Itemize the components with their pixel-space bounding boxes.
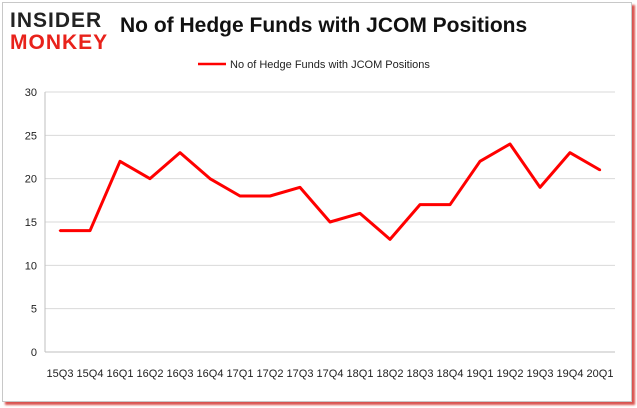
data-point [268, 194, 272, 198]
data-point [298, 186, 302, 189]
y-tick-labels: 0 5 10 15 20 25 30 [25, 87, 37, 359]
data-point [238, 194, 242, 198]
series-line [60, 142, 601, 241]
data-point [538, 186, 542, 189]
data-point [58, 229, 62, 232]
x-tick-labels: 15Q3 15Q4 16Q1 16Q2 16Q3 16Q4 17Q1 17Q2 17Q3 17Q4… [47, 368, 614, 380]
axes [44, 92, 615, 353]
x-tick-label: 19Q2 [497, 368, 524, 380]
x-tick-label: 17Q4 [317, 368, 344, 380]
data-point [328, 220, 332, 224]
x-tick-label: 17Q1 [227, 368, 254, 380]
gridlines [45, 91, 615, 310]
y-tick-label: 25 [25, 130, 37, 142]
y-tick-label: 30 [25, 87, 37, 99]
y-tick-label: 20 [25, 174, 37, 186]
x-tick-label: 18Q4 [437, 368, 464, 380]
x-tick-label: 18Q1 [347, 368, 374, 380]
x-tick-label: 15Q3 [47, 368, 74, 380]
series-layer [58, 142, 602, 241]
x-tick-label: 19Q4 [557, 368, 584, 380]
insider-monkey-logo: INSIDER MONKEY [10, 8, 110, 54]
y-tick-label: 10 [25, 260, 37, 272]
chart-title: No of Hedge Funds with JCOM Positions [120, 14, 528, 37]
x-tick-label: 18Q3 [407, 368, 434, 380]
data-point [178, 151, 182, 154]
x-tick-label: 16Q2 [137, 368, 164, 380]
legend-label: No of Hedge Funds with JCOM Positions [230, 59, 430, 71]
legend: No of Hedge Funds with JCOM Positions [198, 59, 430, 71]
data-point [148, 177, 152, 180]
data-point [598, 168, 602, 172]
x-tick-label: 17Q3 [287, 368, 314, 380]
y-tick-label: 0 [31, 347, 37, 359]
x-tick-label: 16Q4 [197, 368, 224, 380]
data-point [478, 160, 482, 163]
data-point [208, 177, 212, 180]
x-tick-label: 19Q1 [467, 368, 494, 380]
x-tick-label: 17Q2 [257, 368, 284, 380]
data-point [448, 203, 452, 206]
x-tick-label: 20Q1 [587, 368, 614, 380]
x-tick-label: 19Q3 [527, 368, 554, 380]
data-point [118, 160, 122, 163]
x-tick-label: 16Q3 [167, 368, 194, 380]
y-tick-label: 5 [31, 304, 37, 316]
x-tick-label: 18Q2 [377, 368, 404, 380]
y-tick-label: 15 [25, 217, 37, 229]
logo-line-2: MONKEY [10, 31, 109, 54]
data-point [568, 151, 572, 154]
data-point [418, 203, 422, 206]
data-point [88, 229, 92, 232]
logo-line-1: INSIDER [10, 9, 103, 32]
data-point [508, 142, 512, 146]
data-point [388, 238, 392, 241]
chart-frame [2, 2, 632, 402]
x-tick-label: 16Q1 [107, 368, 134, 380]
data-point [358, 212, 362, 215]
x-tick-label: 15Q4 [77, 368, 104, 380]
